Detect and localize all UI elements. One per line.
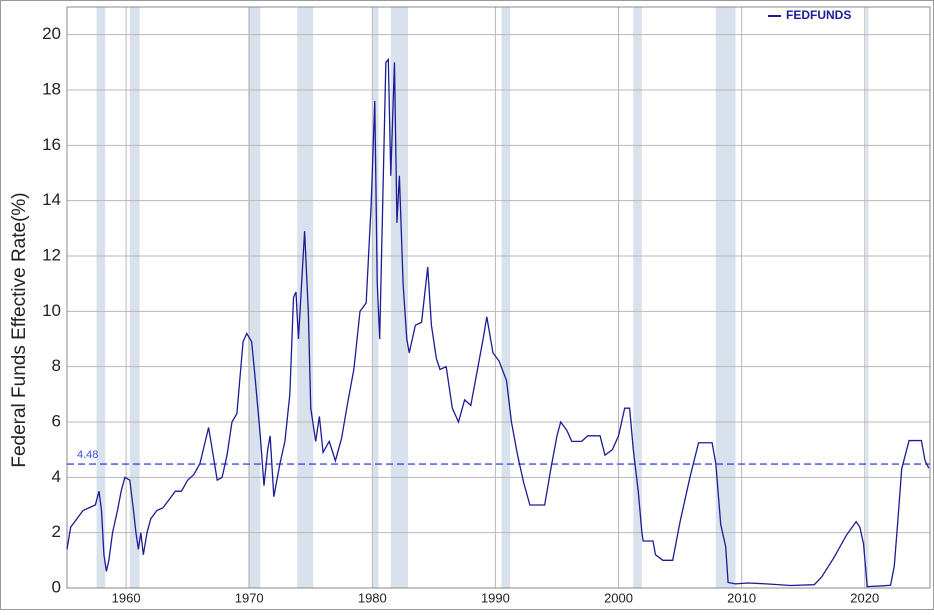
y-tick-label: 2 <box>52 522 61 541</box>
y-tick-label: 10 <box>42 301 61 320</box>
x-tick-label: 1990 <box>481 590 510 605</box>
series-line <box>66 57 930 588</box>
y-tick-label: 16 <box>42 135 61 154</box>
x-tick-label: 2000 <box>604 590 633 605</box>
recession-band <box>715 7 736 588</box>
reference-label: 4.48 <box>77 449 98 461</box>
recession-band <box>372 7 379 588</box>
legend-label: FEDFUNDS <box>786 8 851 22</box>
y-tick-label: 12 <box>42 245 61 264</box>
y-tick-label: 0 <box>52 577 61 596</box>
y-tick-label: 6 <box>52 411 61 430</box>
x-tick-label: 1970 <box>235 590 264 605</box>
recession-band <box>501 7 511 588</box>
y-tick-label: 8 <box>52 356 61 375</box>
y-tick-label: 20 <box>42 24 61 43</box>
recession-band <box>633 7 642 588</box>
plot-frame <box>66 6 931 589</box>
y-tick-label: 18 <box>42 79 61 98</box>
recession-band <box>865 7 869 588</box>
recession-band <box>390 7 409 588</box>
recession-band <box>129 7 140 588</box>
y-tick-label: 14 <box>42 190 61 209</box>
y-axis-label: Federal Funds Effective Rate(%) <box>9 192 30 467</box>
recession-band <box>247 7 261 588</box>
x-tick-label: 1960 <box>112 590 141 605</box>
x-tick-label: 1980 <box>358 590 387 605</box>
y-tick-label: 4 <box>52 467 61 486</box>
x-tick-label: 2010 <box>727 590 756 605</box>
recession-band <box>96 7 106 588</box>
x-tick-label: 2020 <box>850 590 879 605</box>
recession-band <box>297 7 314 588</box>
